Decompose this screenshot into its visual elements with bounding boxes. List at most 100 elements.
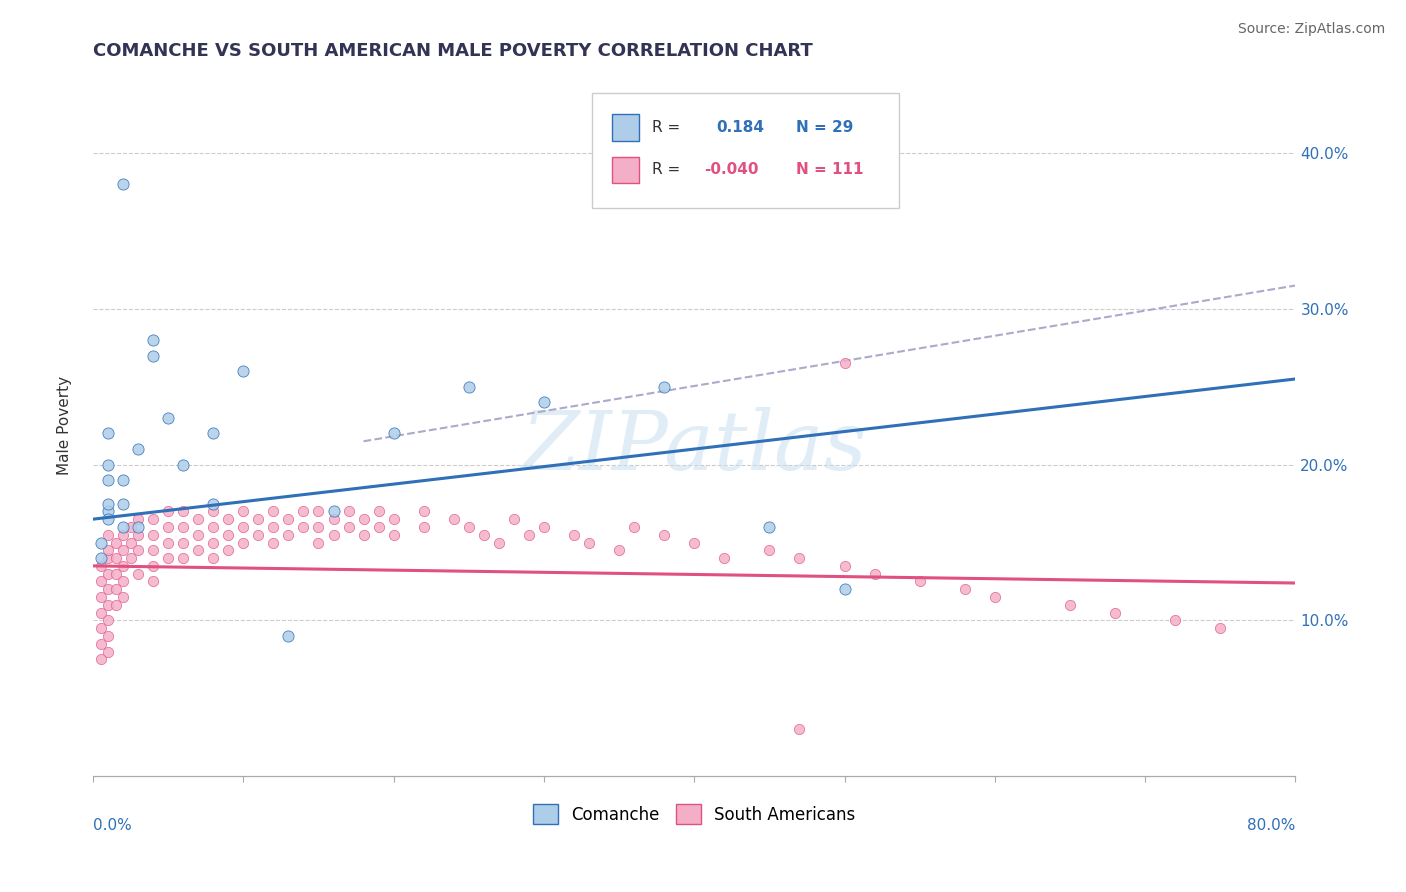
Point <box>97 566 120 581</box>
Text: N = 111: N = 111 <box>796 162 863 178</box>
Point <box>172 504 194 518</box>
Point <box>758 520 780 534</box>
Text: ZIPatlas: ZIPatlas <box>522 407 868 487</box>
Point <box>157 520 180 534</box>
Point <box>142 527 165 541</box>
Point <box>202 426 225 441</box>
Point <box>112 527 135 541</box>
Point <box>97 629 120 643</box>
Point <box>382 426 405 441</box>
Point <box>683 535 706 549</box>
Point <box>127 543 149 558</box>
Point <box>89 574 111 589</box>
Point <box>157 535 180 549</box>
Point <box>112 590 135 604</box>
Point <box>202 520 225 534</box>
Point <box>97 543 120 558</box>
Point <box>623 520 645 534</box>
Point <box>127 520 149 534</box>
Point <box>502 512 524 526</box>
Point <box>1209 621 1232 635</box>
Text: R =: R = <box>652 120 681 136</box>
Point <box>367 520 389 534</box>
Point <box>120 535 142 549</box>
Point <box>89 621 111 635</box>
Point <box>517 527 540 541</box>
Point <box>789 723 811 737</box>
Point <box>142 558 165 573</box>
Point <box>247 527 270 541</box>
FancyBboxPatch shape <box>592 93 898 209</box>
Point <box>908 574 931 589</box>
Point <box>112 497 135 511</box>
Point <box>308 520 330 534</box>
Point <box>277 512 299 526</box>
Point <box>984 590 1007 604</box>
Point <box>172 458 194 472</box>
Point <box>443 512 465 526</box>
Point <box>758 543 780 558</box>
Point <box>367 504 389 518</box>
Point <box>337 520 360 534</box>
Point <box>104 535 127 549</box>
Point <box>202 551 225 566</box>
Point <box>157 504 180 518</box>
Point <box>232 364 254 378</box>
Point <box>217 512 239 526</box>
Point <box>97 504 120 518</box>
Point <box>457 380 479 394</box>
Point <box>247 512 270 526</box>
Text: 80.0%: 80.0% <box>1247 818 1295 833</box>
Text: 0.184: 0.184 <box>716 120 763 136</box>
Point <box>834 558 856 573</box>
Point <box>607 543 630 558</box>
Point <box>322 512 344 526</box>
Point <box>488 535 510 549</box>
Point <box>472 527 495 541</box>
Point <box>120 551 142 566</box>
Point <box>412 504 434 518</box>
Point <box>104 551 127 566</box>
Point <box>89 558 111 573</box>
Point <box>97 426 120 441</box>
Point <box>353 527 375 541</box>
Text: 0.0%: 0.0% <box>93 818 132 833</box>
Point <box>172 520 194 534</box>
Bar <box>613 156 638 183</box>
Point <box>89 637 111 651</box>
Point <box>457 520 479 534</box>
Point <box>232 535 254 549</box>
Point <box>97 527 120 541</box>
Point <box>127 566 149 581</box>
Point <box>308 535 330 549</box>
Point <box>262 520 284 534</box>
Point <box>142 512 165 526</box>
Text: COMANCHE VS SOUTH AMERICAN MALE POVERTY CORRELATION CHART: COMANCHE VS SOUTH AMERICAN MALE POVERTY … <box>93 42 813 60</box>
Point <box>322 527 344 541</box>
Text: R =: R = <box>652 162 681 178</box>
Point <box>89 652 111 666</box>
Point <box>217 527 239 541</box>
Point <box>382 512 405 526</box>
Point <box>97 551 120 566</box>
Point <box>89 606 111 620</box>
Point <box>97 644 120 658</box>
Point <box>337 504 360 518</box>
Point <box>97 598 120 612</box>
Point <box>89 551 111 566</box>
Point <box>120 520 142 534</box>
Point <box>412 520 434 534</box>
Point <box>187 527 209 541</box>
Point <box>713 551 735 566</box>
Point <box>89 590 111 604</box>
Point <box>97 614 120 628</box>
Text: N = 29: N = 29 <box>796 120 853 136</box>
Point <box>1059 598 1081 612</box>
Point <box>112 520 135 534</box>
Point <box>104 582 127 597</box>
Point <box>292 504 315 518</box>
Point <box>89 535 111 549</box>
Point <box>277 527 299 541</box>
Point <box>112 543 135 558</box>
Point <box>262 535 284 549</box>
